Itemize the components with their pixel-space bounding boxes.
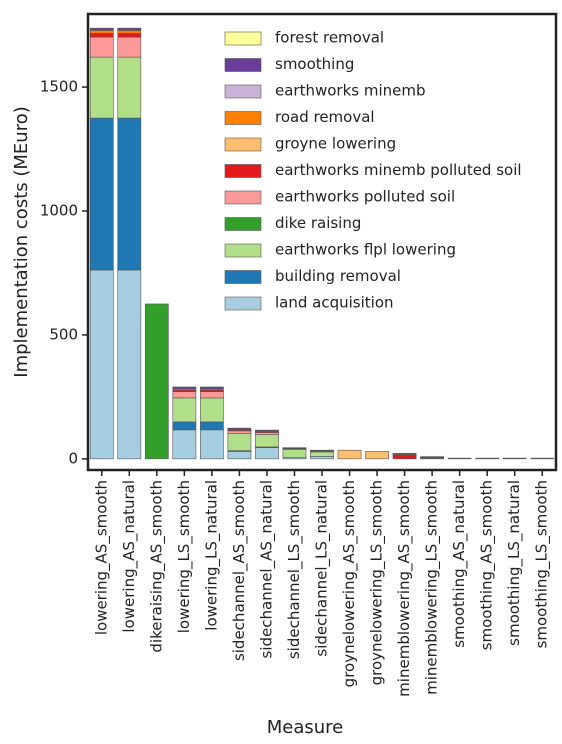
y-tick-label: 500 (49, 325, 78, 343)
bar-segment (200, 397, 224, 423)
bar-segment (172, 429, 197, 460)
x-tick-label: smoothing_LS_smooth (533, 480, 552, 648)
bar-segment (89, 33, 114, 38)
x-tick-label: lowering_AS_smooth (92, 480, 111, 635)
x-tick-label: groynelowering_LS_smooth (368, 480, 387, 685)
bar-segment (227, 451, 252, 460)
legend-swatch (224, 296, 262, 311)
bar-segment (337, 449, 362, 460)
x-tick-label: lowering_AS_natural (120, 480, 139, 633)
bar-segment (200, 429, 224, 460)
bar-segment (89, 36, 114, 58)
x-tick-label: lowering_LS_smooth (175, 480, 194, 633)
legend-swatch (224, 31, 262, 46)
x-tick-label: smoothing_LS_natural (505, 480, 524, 646)
legend-swatch (224, 270, 262, 284)
x-tick-label: smoothing_AS_smooth (478, 480, 497, 650)
legend-label: road removal (275, 108, 375, 126)
legend-swatch (224, 137, 262, 152)
bar-segment (200, 391, 224, 399)
legend-label: dike raising (275, 214, 361, 232)
x-tick-label: minemblowering_LS_smooth (423, 480, 442, 695)
legend-label: forest removal (275, 29, 384, 47)
legend-label: earthworks minemb (275, 82, 426, 100)
legend-label: groyne lowering (275, 135, 396, 153)
bar-segment (310, 456, 334, 460)
x-tick-label: groynelowering_AS_smooth (340, 480, 359, 687)
bar-segment (172, 386, 197, 390)
bar-segment (172, 421, 197, 431)
bar-segment (117, 269, 142, 460)
bar-segment (117, 33, 142, 38)
y-tick-label: 1500 (40, 78, 78, 96)
bar-segment (365, 451, 389, 460)
x-tick-label: sidechannel_AS_natural (257, 480, 276, 658)
bar-segment (475, 457, 500, 460)
bar-segment (420, 456, 444, 458)
legend-swatch (224, 243, 262, 258)
bar-segment (89, 117, 114, 271)
bar-segment (255, 447, 279, 460)
x-tick-label: sidechannel_AS_smooth (230, 480, 249, 661)
bar-segment (227, 427, 252, 430)
bar-segment (530, 457, 555, 460)
y-tick-label: 0 (68, 449, 78, 467)
legend-label: land acquisition (275, 294, 394, 312)
bar-segment (117, 36, 142, 58)
bar-segment (89, 27, 114, 31)
legend-label: earthworks flpl lowering (275, 241, 456, 259)
bar-segment (172, 397, 197, 423)
bar-segment (117, 117, 142, 271)
legend-label: earthworks minemb polluted soil (275, 161, 522, 179)
legend-swatch (224, 164, 262, 178)
legend-swatch (224, 58, 262, 72)
x-tick-label: smoothing_AS_natural (450, 480, 469, 648)
bar-segment (502, 457, 527, 460)
y-axis-title: Implementation costs (MEuro) (11, 106, 32, 377)
legend-swatch (224, 217, 262, 231)
bar-segment (447, 457, 472, 460)
bar-segment (255, 434, 279, 448)
bar-segment (200, 386, 224, 390)
bar-segment (172, 391, 197, 399)
bar-segment (117, 56, 142, 119)
bar-segment (227, 430, 252, 434)
x-tick-label: sidechannel_LS_smooth (285, 480, 304, 659)
bar-segment (255, 429, 279, 432)
x-tick-label: sidechannel_LS_natural (313, 480, 332, 657)
bar-segment (144, 303, 169, 460)
bar-segment (200, 421, 224, 431)
bar-segment (392, 454, 417, 460)
x-tick-label: lowering_LS_natural (202, 480, 221, 631)
bar-segment (227, 433, 252, 451)
legend-label: earthworks polluted soil (275, 188, 455, 206)
y-tick-label: 1000 (40, 202, 78, 220)
legend-swatch (224, 84, 262, 99)
legend-label: building removal (275, 267, 401, 285)
x-tick-label: dikeraising_AS_smooth (147, 480, 166, 653)
bar-segment (117, 27, 142, 31)
legend-swatch (224, 111, 262, 125)
bar-segment (89, 56, 114, 119)
bar-segment (89, 269, 114, 460)
legend-swatch (224, 190, 262, 205)
bar-segment (310, 451, 334, 457)
plot-frame (86, 12, 558, 472)
x-tick-label: minemblowering_AS_smooth (395, 480, 414, 697)
bar-segment (282, 449, 307, 458)
bar-segment (117, 30, 142, 34)
bar-segment (89, 30, 114, 34)
legend-label: smoothing (275, 55, 354, 73)
x-axis-title: Measure (267, 717, 344, 738)
